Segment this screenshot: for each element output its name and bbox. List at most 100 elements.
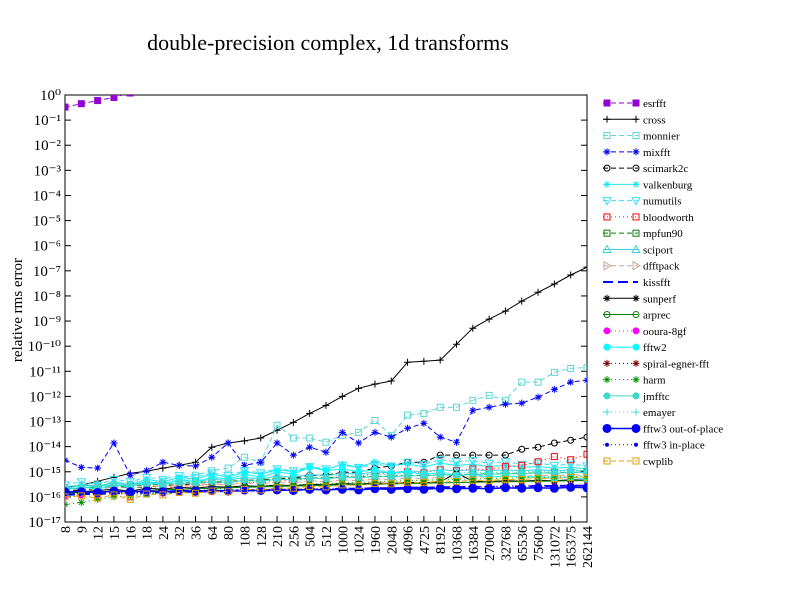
legend-label: esrfft: [643, 98, 666, 110]
marker: [503, 484, 508, 489]
marker: [338, 481, 346, 489]
marker: [355, 468, 363, 476]
x-tick-label: 131072: [548, 526, 563, 568]
y-tick-label: 10⁻¹⁰: [28, 339, 61, 355]
marker: [534, 393, 542, 401]
marker: [355, 471, 363, 479]
marker: [226, 489, 231, 494]
x-tick-label: 65536: [516, 526, 531, 561]
legend-label: cross: [643, 114, 666, 126]
marker: [550, 385, 558, 393]
marker: [111, 490, 116, 495]
legend-label: scimark2c: [643, 163, 688, 175]
marker: [550, 473, 558, 481]
marker: [355, 481, 363, 489]
x-tick-label: 9: [75, 526, 90, 533]
x-tick-label: 18: [141, 526, 156, 540]
marker: [552, 484, 557, 489]
marker: [534, 473, 542, 481]
y-tick-label: 10⁻¹⁷: [28, 515, 61, 531]
legend-label: kissfft: [643, 277, 670, 289]
marker: [438, 484, 443, 489]
marker: [257, 434, 265, 442]
x-tick-label: 24: [157, 526, 172, 540]
legend-label: mixfft: [643, 147, 670, 159]
x-tick-label: 1000: [336, 526, 351, 554]
marker: [387, 433, 395, 441]
marker: [289, 484, 297, 492]
marker: [451, 458, 462, 467]
legend-label: monnier: [643, 131, 680, 143]
marker: [110, 439, 118, 447]
y-tick-label: 10⁻³: [34, 163, 62, 179]
marker: [257, 474, 265, 482]
marker: [77, 481, 85, 489]
legend-label: emayer: [643, 407, 676, 419]
marker: [94, 479, 102, 487]
marker: [306, 472, 314, 480]
marker: [533, 459, 543, 469]
marker: [453, 475, 460, 483]
marker: [583, 467, 587, 475]
marker: [404, 470, 412, 478]
marker: [435, 456, 446, 465]
marker: [65, 493, 69, 501]
marker: [65, 481, 70, 491]
series-line: [65, 475, 587, 505]
marker: [273, 472, 281, 480]
marker: [128, 491, 133, 496]
marker: [567, 271, 575, 279]
marker: [603, 343, 611, 351]
marker: [583, 433, 587, 441]
marker: [110, 478, 118, 486]
x-tick-label: 504: [304, 526, 319, 547]
x-tick-label: 16: [124, 526, 139, 540]
marker: [208, 453, 216, 461]
marker: [110, 493, 118, 501]
series-line: [65, 379, 587, 476]
y-tick-label: 10⁻⁸: [33, 289, 61, 305]
x-tick-label: 36: [190, 526, 205, 540]
marker: [518, 445, 526, 453]
marker: [306, 482, 314, 490]
marker: [289, 434, 297, 442]
y-tick-label: 10⁻¹⁶: [28, 490, 61, 506]
marker: [469, 406, 477, 414]
marker: [338, 465, 346, 473]
marker: [469, 476, 477, 484]
marker: [469, 475, 477, 483]
x-tick-label: 12: [92, 526, 107, 540]
x-tick-label: 15: [108, 526, 123, 540]
marker: [371, 470, 379, 478]
marker: [208, 487, 216, 495]
marker: [273, 484, 281, 492]
marker: [206, 469, 217, 478]
marker: [338, 428, 346, 436]
marker: [602, 244, 612, 253]
y-tick-label: 10⁻⁵: [33, 214, 61, 230]
marker: [387, 377, 395, 385]
marker: [436, 451, 444, 459]
marker: [322, 483, 330, 491]
marker: [240, 461, 248, 469]
marker: [603, 376, 611, 384]
marker: [65, 483, 69, 491]
marker: [632, 376, 640, 384]
marker: [518, 474, 526, 482]
x-tick-label: 128: [255, 526, 270, 547]
marker: [536, 483, 541, 488]
x-tick-label: 16384: [467, 526, 482, 561]
marker: [485, 476, 493, 484]
marker: [634, 442, 638, 447]
marker: [420, 409, 428, 417]
marker: [208, 443, 216, 451]
marker: [469, 468, 477, 476]
marker: [402, 458, 413, 468]
marker: [518, 297, 526, 305]
marker: [436, 356, 444, 364]
marker: [500, 458, 511, 467]
marker: [453, 403, 460, 411]
marker: [224, 464, 232, 472]
marker: [419, 460, 429, 470]
x-tick-label: 4725: [418, 526, 433, 554]
